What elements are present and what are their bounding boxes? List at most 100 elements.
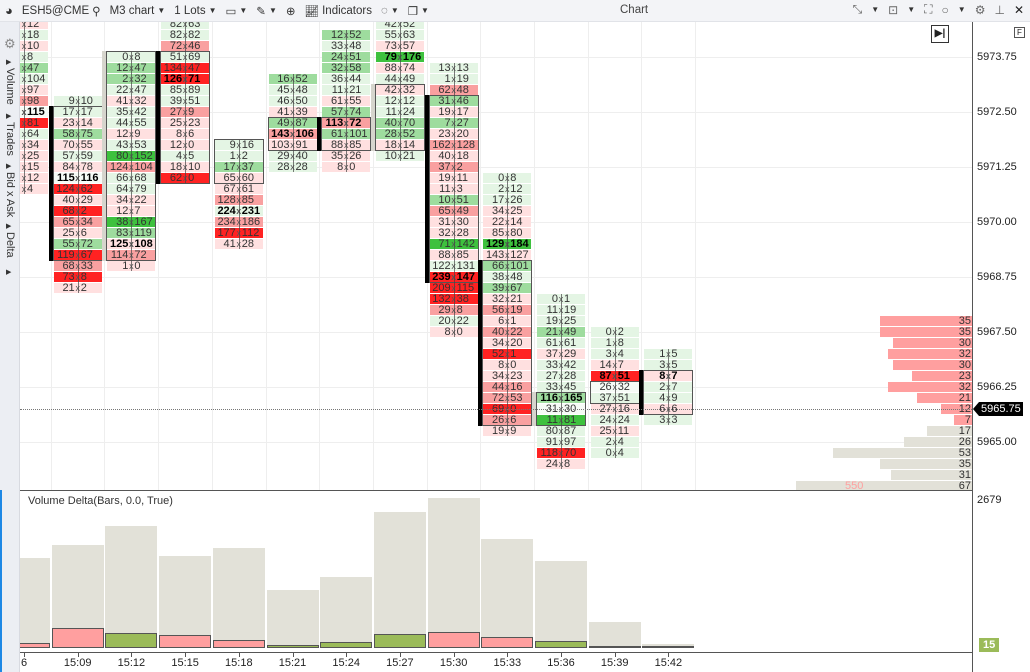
delta-bar: [535, 641, 587, 648]
ask-volume: 51: [617, 370, 630, 382]
chevron-down-icon[interactable]: ▼: [957, 5, 966, 14]
ask-volume: 8: [80, 271, 87, 283]
ask-volume: 0: [456, 326, 463, 338]
indicators-button[interactable]: 📈︎ Indicators: [305, 4, 372, 18]
ask-volume: 18: [456, 150, 469, 162]
gear-icon[interactable]: ⚙: [4, 36, 16, 51]
window-dropdown[interactable]: ❐ ▼: [408, 4, 429, 18]
bid-volume: 27: [169, 106, 183, 118]
template-dropdown[interactable]: ▭ ▼: [226, 4, 248, 18]
bid-volume: 33: [545, 381, 558, 393]
bid-volume: 22: [116, 84, 129, 96]
footprint-chart[interactable]: ▶| x12x18x10x8x47x104x97x98x115x81x64x34…: [20, 22, 972, 490]
ask-volume: 57: [402, 40, 416, 52]
current-price-line: [20, 409, 972, 410]
ask-volume: 70: [402, 117, 416, 129]
expand-arrow-icon[interactable]: ▶: [6, 113, 12, 120]
bid-volume: 14: [599, 359, 612, 371]
ask-volume: 20: [456, 128, 469, 140]
bid-volume: 2: [659, 381, 666, 393]
bid-volume: 209: [432, 282, 451, 294]
bid-volume: 8: [337, 161, 344, 173]
lots-dropdown[interactable]: 1 Lots ▼: [174, 5, 216, 17]
price-axis[interactable]: F 5973.75 5972.50 5971.25 5970.00 5968.75 596…: [972, 22, 1030, 672]
circle-icon[interactable]: ○: [941, 2, 949, 17]
chevron-down-icon[interactable]: ▼: [871, 5, 880, 14]
separator: x: [451, 272, 457, 282]
close-icon[interactable]: ✕: [1013, 2, 1024, 17]
sidebar-item-volume[interactable]: Volume: [4, 68, 16, 105]
bid-volume: 43: [116, 139, 129, 151]
expand-arrow-icon[interactable]: ▶: [6, 163, 12, 170]
pin-icon[interactable]: ⊥: [994, 2, 1005, 17]
chevron-down-icon: ▼: [239, 6, 248, 15]
ask-volume: 85: [241, 194, 255, 206]
bid-volume: 2: [498, 183, 505, 195]
camera-icon[interactable]: ⊡: [888, 2, 899, 17]
chart-type-dropdown[interactable]: M3 chart ▼: [110, 5, 166, 17]
bid-volume: 17: [492, 194, 505, 206]
ask-volume: 101: [349, 128, 368, 140]
ask-volume: 9: [510, 425, 517, 437]
expand-icon[interactable]: ⛶: [924, 2, 933, 16]
zoom-in-button[interactable]: ⊕: [286, 4, 296, 18]
bid-volume: 35: [330, 150, 344, 162]
expand-arrow-icon[interactable]: ▶: [6, 59, 12, 66]
ask-volume: 23: [510, 370, 523, 382]
candle-direction-bar: [370, 84, 375, 151]
ask-volume: 12: [27, 172, 40, 184]
expand-arrow-icon[interactable]: ▶: [6, 269, 12, 276]
ask-volume: 28: [241, 238, 255, 250]
candle-direction-bar: [478, 260, 483, 426]
ask-volume: 97: [564, 436, 577, 448]
collapse-icon[interactable]: ⤡: [852, 2, 863, 16]
crosshair-dropdown[interactable]: ◌ ▼: [381, 5, 399, 17]
ask-volume: 70: [564, 447, 577, 459]
gear-icon[interactable]: ⚙: [974, 2, 986, 17]
ask-volume: 104: [134, 161, 153, 173]
scroll-to-end-button[interactable]: ▶|: [931, 25, 949, 43]
bid-volume: 91: [545, 436, 558, 448]
ask-volume: 52: [402, 128, 416, 140]
bid-volume: 25: [169, 117, 183, 129]
symbol-selector[interactable]: ESH5@CME ⚲: [22, 4, 101, 18]
bid-volume: 42: [384, 84, 397, 96]
ask-volume: 8: [617, 337, 624, 349]
f-button[interactable]: F: [1014, 27, 1025, 38]
volume-delta-pane[interactable]: Volume Delta(Bars, 0.0, True): [20, 490, 972, 652]
volume-profile-bar: 17: [927, 426, 972, 437]
bid-volume: 143: [271, 128, 290, 140]
time-axis[interactable]: 6 15:09 15:12 15:15 15:18 15:21 15:24 15:27 15:3…: [20, 652, 972, 672]
chevron-down-icon[interactable]: ▼: [907, 5, 916, 14]
bid-volume: 116: [540, 392, 558, 404]
bid-volume: 17: [223, 161, 236, 173]
sidebar-item-trades[interactable]: Trades: [4, 122, 16, 156]
search-icon[interactable]: ⚲: [92, 5, 101, 18]
bid-volume: 34: [492, 337, 505, 349]
ask-volume: 18: [27, 29, 40, 41]
ask-volume: 14: [80, 117, 93, 129]
separator: x: [397, 52, 403, 62]
ask-volume: 21: [402, 150, 416, 162]
bid-volume: 239: [432, 271, 451, 283]
bid-volume: 162: [432, 139, 451, 151]
bid-volume: 67: [223, 183, 236, 195]
bid-volume: 39: [169, 95, 183, 107]
sidebar-item-bid-ask[interactable]: Bid x Ask: [4, 172, 16, 218]
ask-volume: 61: [241, 183, 255, 195]
drawing-tools-dropdown[interactable]: ✎ ▼: [256, 4, 277, 18]
bid-volume: 25: [62, 227, 75, 239]
ask-volume: 1: [510, 348, 517, 360]
ask-volume: 127: [510, 249, 529, 261]
bid-volume: 9: [68, 95, 75, 107]
delta-bar: [20, 643, 50, 648]
ask-volume: 231: [241, 205, 261, 217]
ask-volume: 28: [564, 370, 577, 382]
bid-volume: 7: [444, 117, 451, 129]
ask-volume: 0: [188, 172, 195, 184]
symbol-label: ESH5@CME: [21, 4, 90, 17]
sidebar-item-delta[interactable]: Delta: [4, 232, 16, 258]
grid-line-h: [20, 442, 972, 443]
expand-arrow-icon[interactable]: ▶: [6, 223, 12, 230]
price-label: 5966.25: [977, 381, 1017, 393]
